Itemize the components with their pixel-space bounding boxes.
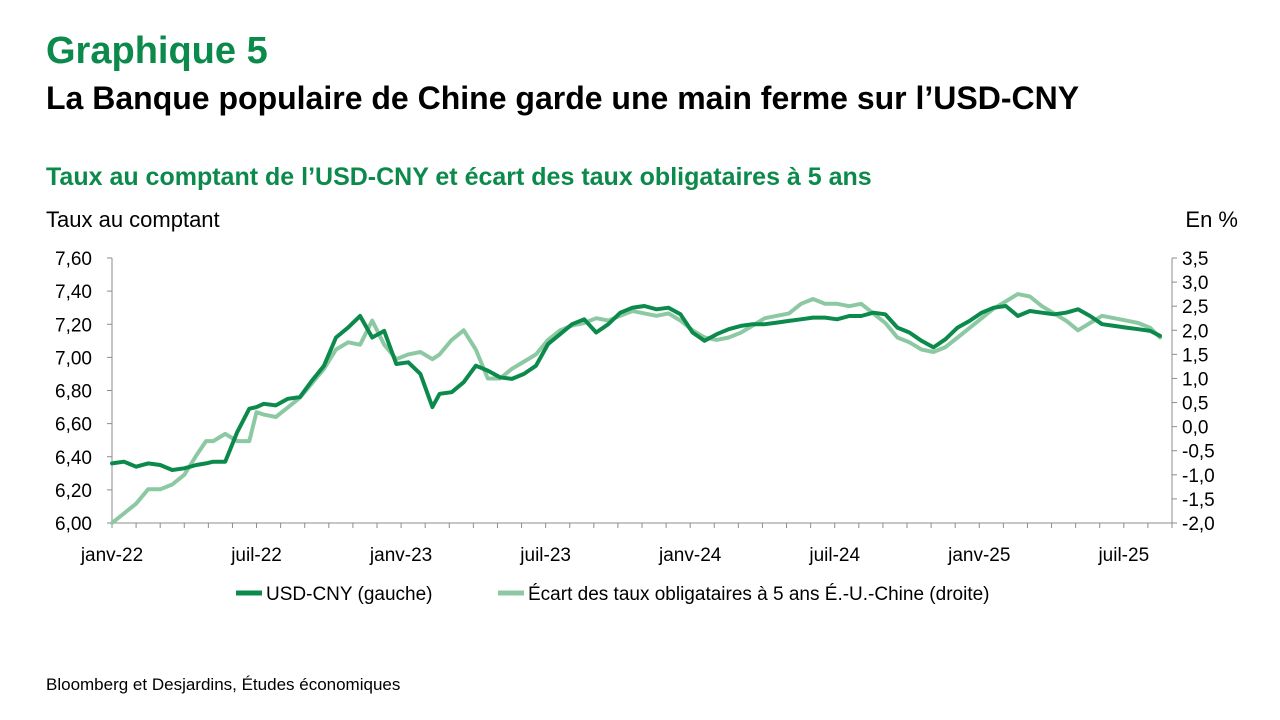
- x-tick-label: janv-22: [80, 545, 143, 566]
- x-tick-label: juil-23: [519, 545, 571, 566]
- figure-number: Graphique 5: [46, 30, 268, 72]
- right-y-tick-label: 1,0: [1182, 369, 1208, 390]
- right-y-tick-label: 3,5: [1182, 249, 1208, 270]
- left-y-tick-label: 6,40: [55, 448, 92, 469]
- x-tick-label: juil-25: [1097, 545, 1149, 566]
- right-y-tick-label: -2,0: [1182, 514, 1215, 535]
- left-y-tick-label: 6,20: [55, 481, 92, 502]
- left-y-tick-label: 7,60: [55, 249, 92, 270]
- series-line-usd-cny: [110, 304, 1162, 472]
- left-y-tick-label: 6,00: [55, 514, 92, 535]
- left-y-tick-label: 7,40: [55, 282, 92, 303]
- legend-label-usd-cny: USD-CNY (gauche): [266, 584, 432, 605]
- series-line-bond-spread: [110, 292, 1162, 525]
- right-axis-title: En %: [1185, 207, 1238, 232]
- chart-subtitle: Taux au comptant de l’USD-CNY et écart d…: [46, 163, 872, 191]
- right-y-tick-label: 2,0: [1182, 321, 1208, 342]
- left-axis-title: Taux au comptant: [46, 207, 220, 232]
- right-y-tick-label: 2,5: [1182, 297, 1208, 318]
- legend-label-bond-spread: Écart des taux obligataires à 5 ans É.-U…: [528, 584, 990, 605]
- source-note: Bloomberg et Desjardins, Études économiq…: [46, 675, 401, 694]
- chart-main-title: La Banque populaire de Chine garde une m…: [46, 80, 1080, 116]
- x-tick-label: juil-24: [808, 545, 860, 566]
- right-y-tick-label: -0,5: [1182, 442, 1215, 463]
- x-tick-label: janv-24: [658, 545, 722, 566]
- x-tick-label: juil-22: [230, 545, 282, 566]
- left-y-tick-label: 6,60: [55, 415, 92, 436]
- right-y-tick-label: -1,0: [1182, 466, 1215, 487]
- right-y-tick-label: 0,0: [1182, 418, 1208, 439]
- left-y-tick-label: 7,00: [55, 348, 92, 369]
- right-y-tick-label: 0,5: [1182, 394, 1208, 415]
- x-tick-label: janv-25: [947, 545, 1010, 566]
- left-y-tick-label: 6,80: [55, 382, 92, 403]
- right-y-tick-label: 1,5: [1182, 345, 1208, 366]
- right-y-tick-label: -1,5: [1182, 490, 1215, 511]
- left-y-tick-label: 7,20: [55, 315, 92, 336]
- right-y-tick-label: 3,0: [1182, 273, 1208, 294]
- x-tick-label: janv-23: [369, 545, 432, 566]
